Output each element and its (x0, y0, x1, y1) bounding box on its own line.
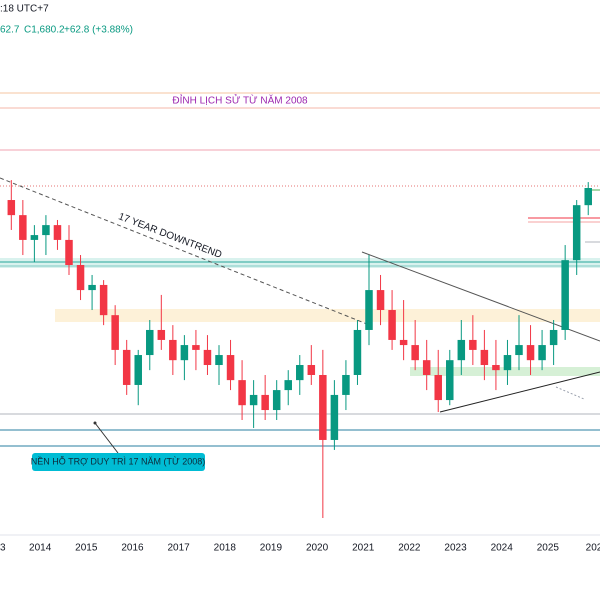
candle-body (480, 349, 489, 366)
candle-body (53, 225, 62, 240)
candle-body (549, 329, 558, 346)
candle-body (307, 365, 316, 375)
candle-body (538, 345, 546, 361)
candle-body (272, 390, 281, 411)
x-tick-label: 2020 (306, 543, 329, 554)
candle-body (353, 329, 362, 375)
candle-body (434, 374, 442, 401)
candle-body (457, 339, 466, 361)
candle-body (319, 374, 327, 440)
x-tick-label: 2018 (214, 543, 237, 554)
resistance-zone (55, 309, 600, 322)
triangle-line (439, 371, 600, 413)
x-tick-label: 2019 (260, 543, 283, 554)
base-zone (410, 367, 600, 376)
candle-body (296, 365, 304, 381)
candle-body (469, 339, 477, 350)
candle-body (134, 355, 142, 385)
candle-body (238, 380, 246, 406)
candle-body (42, 225, 50, 236)
candle-body (399, 339, 408, 346)
x-tick-label: 2022 (398, 543, 421, 554)
candle-body (65, 239, 73, 265)
x-tick-label: 3 (0, 543, 6, 554)
candle-body (503, 355, 512, 371)
candle-body (203, 349, 212, 366)
support-label: NỀN HỖ TRỢ DUY TRÌ 17 NĂM (TỪ 2008) (31, 455, 205, 466)
candle-body (169, 339, 177, 361)
candle-body (7, 200, 16, 216)
ath-label: ĐỈNH LỊCH SỬ TỪ NĂM 2008 (172, 94, 308, 107)
header-change: +62.8 (+3.88%) (64, 25, 133, 36)
candle-body (99, 284, 108, 316)
candle-body (249, 394, 258, 406)
support-box (32, 453, 205, 471)
candle-body (19, 215, 27, 240)
x-tick-label: 2025 (537, 543, 560, 554)
candle-body (180, 345, 189, 361)
candle-body (446, 360, 454, 401)
candle-body (330, 394, 339, 440)
header-time: :18 UTC+7 (0, 4, 49, 15)
support-zone (0, 258, 600, 268)
header-partial: 62.7 (0, 25, 20, 36)
pointer-dot (93, 421, 97, 425)
candle-body (342, 374, 350, 395)
candle-body (157, 329, 166, 340)
x-tick-label: 2021 (352, 543, 375, 554)
downtrend-line (0, 177, 373, 327)
candle-body (76, 265, 85, 291)
x-tick-label: 2015 (75, 543, 98, 554)
candle-body (572, 205, 581, 261)
candle-body (376, 290, 385, 311)
x-tick-label: 2016 (121, 543, 144, 554)
x-tick-label: 2023 (444, 543, 467, 554)
candle-body (411, 345, 419, 361)
candle-body (261, 394, 269, 411)
candle-body (422, 360, 431, 375)
candle-body (492, 365, 500, 371)
candle-body (192, 345, 200, 350)
candle-body (146, 329, 154, 356)
x-tick-label: 2017 (167, 543, 190, 554)
candle-body (122, 349, 131, 385)
x-tick-label: 2014 (29, 543, 52, 554)
candle-body (30, 235, 39, 240)
candle-body (365, 290, 373, 330)
candle-body (515, 345, 523, 356)
triangle-line (361, 251, 600, 342)
candle-body (388, 310, 396, 340)
candle-body (226, 355, 235, 381)
candle-body (88, 284, 96, 291)
pointer-line (94, 422, 119, 454)
x-tick-label: 2024 (491, 543, 514, 554)
candle-body (215, 355, 223, 366)
candle-body (584, 188, 592, 206)
candle-body (284, 380, 292, 391)
x-tick-label: 202 (586, 543, 600, 554)
candle-body (561, 260, 569, 330)
projection-arrow (555, 386, 585, 400)
candle-body (526, 345, 535, 361)
candle-body (111, 315, 119, 350)
header-close: C1,680.2 (24, 25, 65, 36)
